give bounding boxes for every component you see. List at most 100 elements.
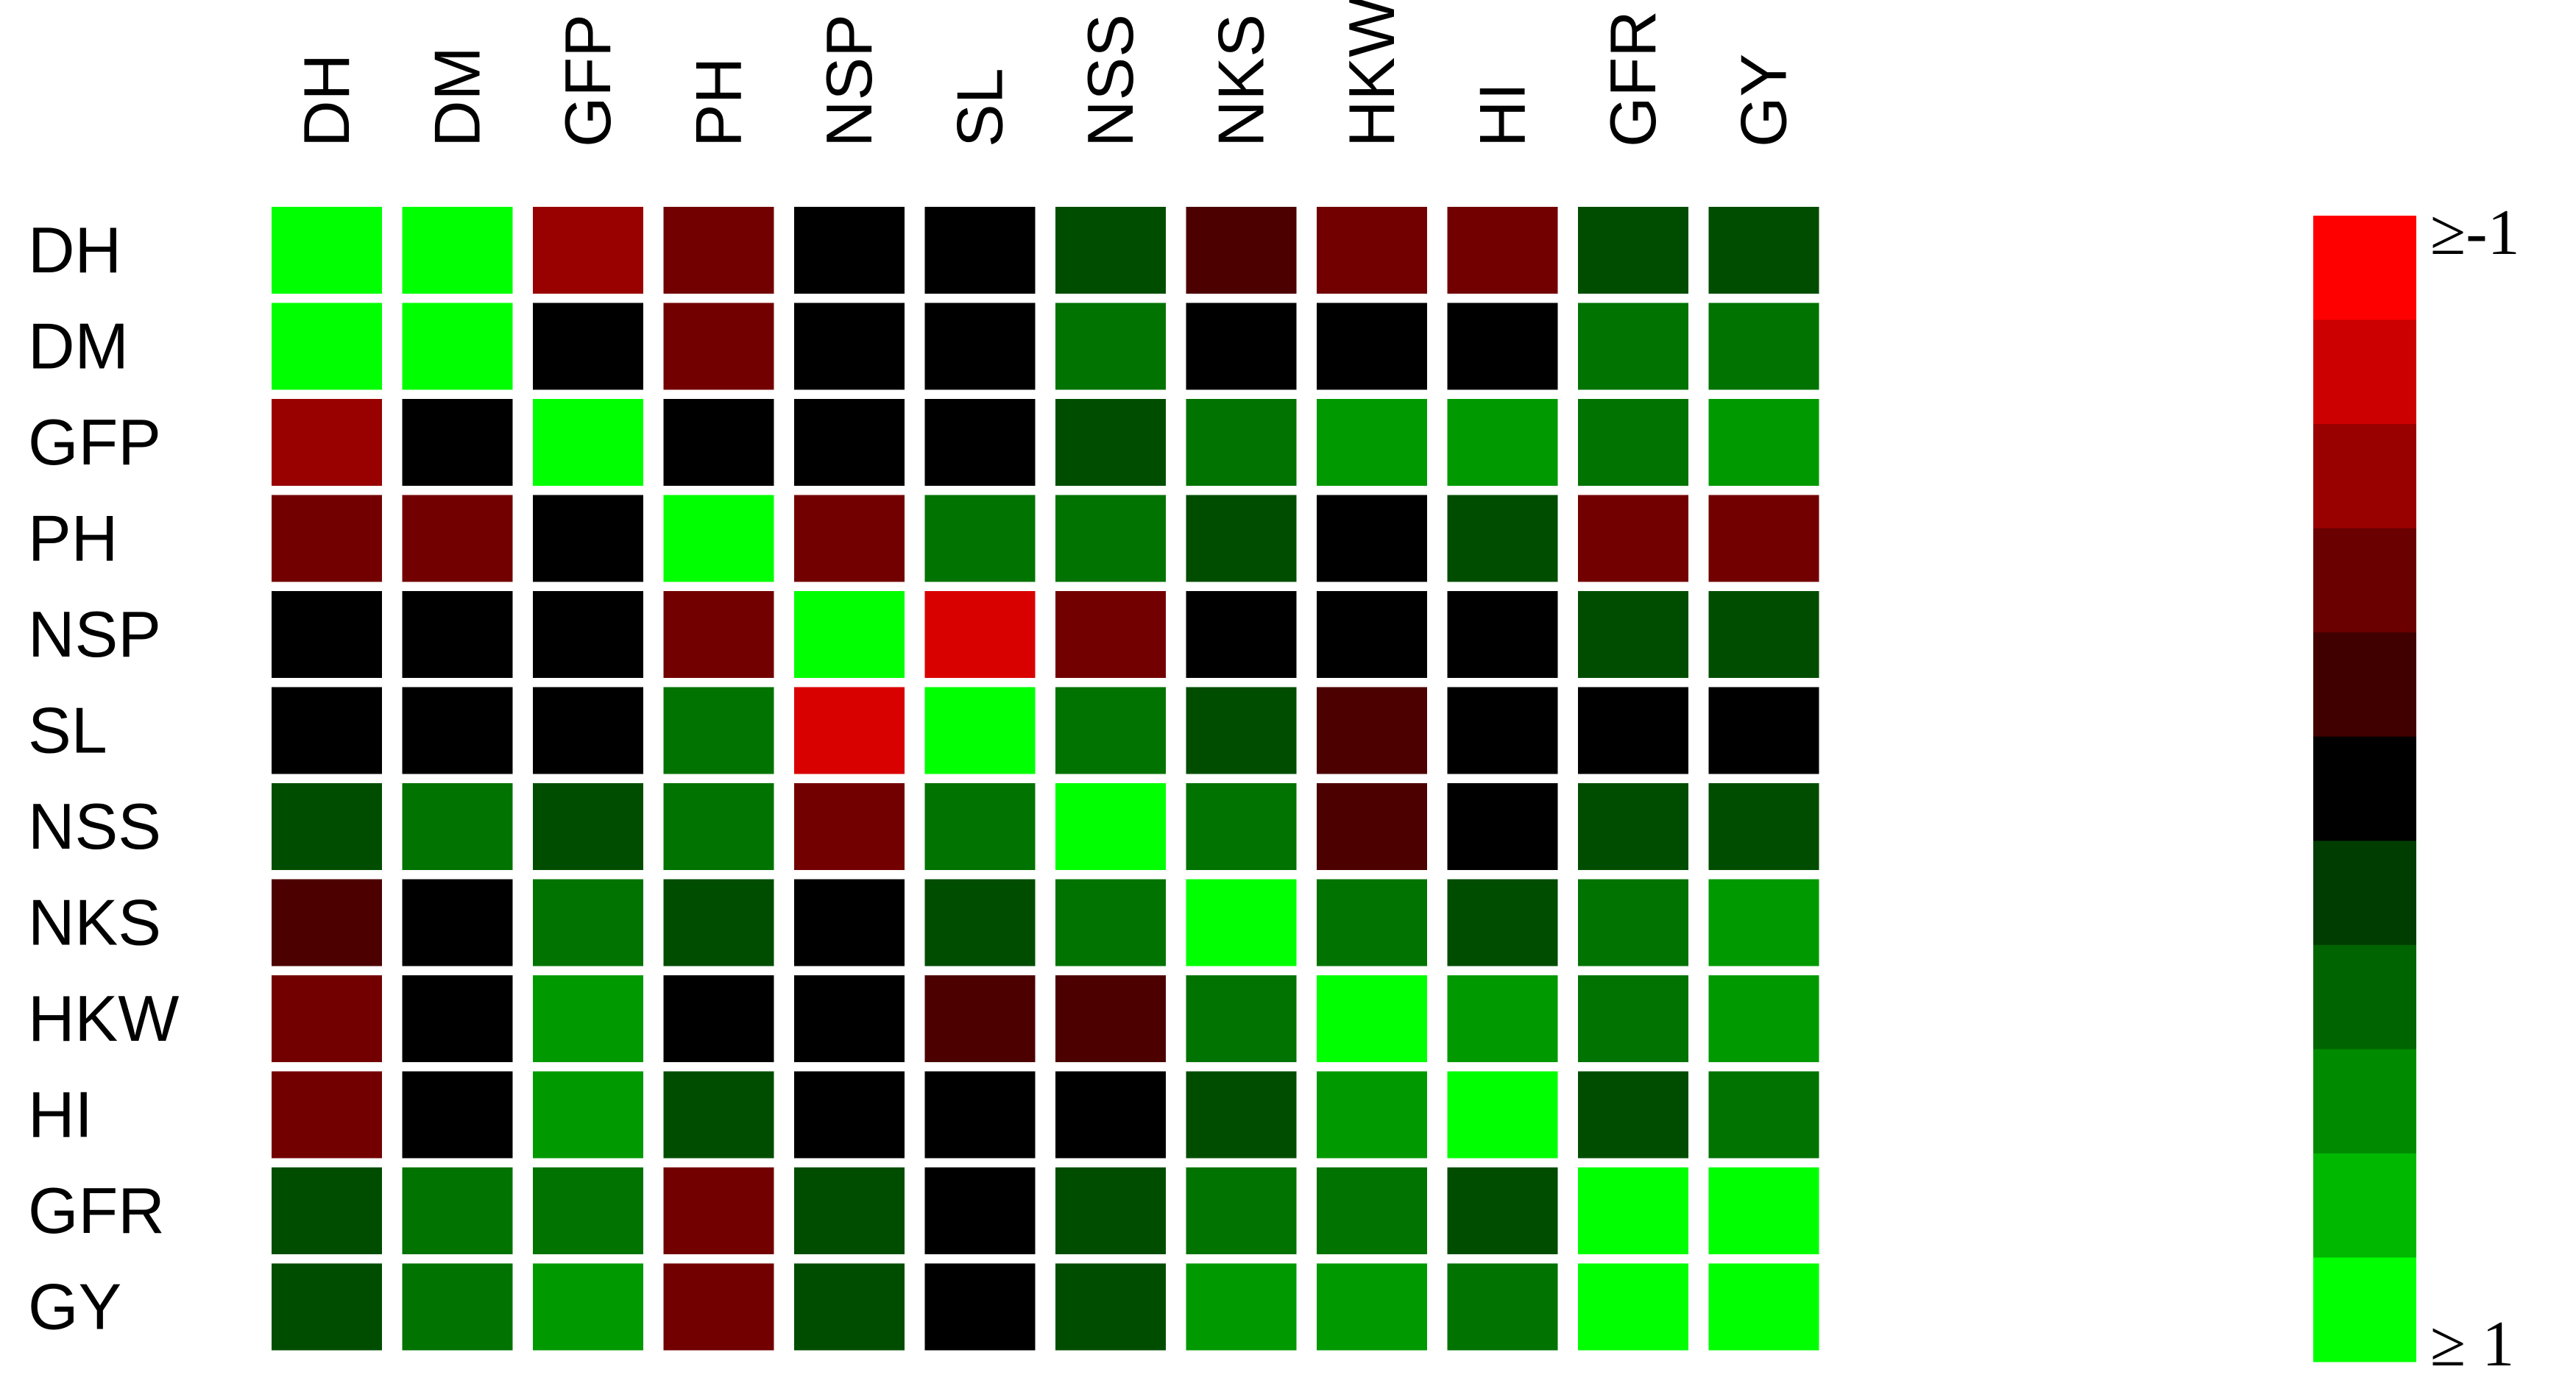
heatmap-cell-dh-hi: [1447, 207, 1558, 294]
column-label-nsp: NSP: [813, 14, 885, 147]
heatmap-cell-nsp-sl: [924, 591, 1036, 678]
colorbar-segment: [2313, 528, 2416, 633]
heatmap-cell-nsp-nsp: [794, 591, 905, 678]
colorbar-segment: [2313, 216, 2416, 321]
heatmap-cell-hi-nsp: [794, 1071, 905, 1159]
heatmap-cell-dh-gy: [1708, 207, 1819, 294]
heatmap-cell-gfp-hi: [1447, 399, 1558, 486]
heatmap-cell-hi-hkw: [1317, 1071, 1427, 1159]
heatmap-cell-hi-sl: [924, 1071, 1036, 1159]
column-label-hkw: HKW: [1335, 0, 1408, 147]
heatmap-cell-gfr-hi: [1447, 1167, 1558, 1254]
heatmap-cell-ph-nks: [1186, 495, 1297, 582]
heatmap-cell-gy-gy: [1708, 1263, 1819, 1351]
heatmap-cell-ph-hkw: [1317, 495, 1427, 582]
row-label-sl: SL: [28, 694, 107, 767]
heatmap-cell-gfp-nks: [1186, 399, 1297, 486]
heatmap-cell-dh-hkw: [1317, 207, 1427, 294]
heatmap-cell-sl-ph: [663, 687, 774, 774]
heatmap-cell-ph-gfr: [1578, 495, 1688, 582]
colorbar-segment: [2313, 319, 2416, 425]
heatmap-cell-dh-nsp: [794, 207, 905, 294]
heatmap-cell-gy-gfr: [1578, 1263, 1688, 1351]
column-label-gy: GY: [1727, 54, 1800, 147]
heatmap-cell-sl-sl: [924, 687, 1036, 774]
heatmap-cell-nks-dh: [272, 879, 382, 966]
heatmap-cell-gfp-ph: [663, 399, 774, 486]
colorbar-top-label: ≥-1: [2430, 197, 2520, 269]
heatmap-cell-dm-nss: [1055, 303, 1166, 390]
heatmap-cell-gfr-sl: [924, 1167, 1036, 1254]
heatmap-cell-dh-nks: [1186, 207, 1297, 294]
heatmap-cell-ph-hi: [1447, 495, 1558, 582]
heatmap-cell-hkw-nss: [1055, 975, 1166, 1062]
heatmap-cell-dm-dh: [272, 303, 382, 390]
heatmap-cell-nks-gy: [1708, 879, 1819, 966]
column-label-gfr: GFR: [1596, 10, 1669, 147]
column-label-ph: PH: [682, 57, 755, 147]
colorbar-segment: [2313, 944, 2416, 1050]
heatmap-cell-nks-dm: [402, 879, 513, 966]
heatmap-cell-gfp-hkw: [1317, 399, 1427, 486]
heatmap-cell-hkw-dm: [402, 975, 513, 1062]
heatmap-cell-sl-gfr: [1578, 687, 1688, 774]
heatmap-cell-gfr-dm: [402, 1167, 513, 1254]
column-label-gfp: GFP: [551, 14, 624, 147]
heatmap-cell-nsp-nks: [1186, 591, 1297, 678]
heatmap-cell-gfp-nss: [1055, 399, 1166, 486]
heatmap-cell-dm-ph: [663, 303, 774, 390]
heatmap-cell-hkw-hi: [1447, 975, 1558, 1062]
heatmap-cell-gfr-gfr: [1578, 1167, 1688, 1254]
heatmap-cell-sl-nks: [1186, 687, 1297, 774]
row-label-hi: HI: [28, 1078, 93, 1151]
heatmap-cell-dm-nks: [1186, 303, 1297, 390]
row-label-nks: NKS: [28, 886, 161, 959]
heatmap-cell-hi-nss: [1055, 1071, 1166, 1159]
heatmap-cell-sl-hi: [1447, 687, 1558, 774]
colorbar-segment: [2313, 632, 2416, 738]
heatmap-cell-nks-nks: [1186, 879, 1297, 966]
row-label-ph: PH: [28, 502, 118, 575]
heatmap-cell-hkw-ph: [663, 975, 774, 1062]
heatmap-cell-gfp-gy: [1708, 399, 1819, 486]
heatmap-cell-gfp-gfp: [533, 399, 643, 486]
heatmap-cell-nks-ph: [663, 879, 774, 966]
heatmap-cell-nsp-ph: [663, 591, 774, 678]
heatmap-cell-dm-dm: [402, 303, 513, 390]
heatmap-cell-dm-hi: [1447, 303, 1558, 390]
heatmap-cell-sl-hkw: [1317, 687, 1427, 774]
heatmap-cell-gy-ph: [663, 1263, 774, 1351]
column-label-nks: NKS: [1205, 14, 1278, 147]
heatmap-cell-dh-dm: [402, 207, 513, 294]
colorbar-segment: [2313, 1257, 2416, 1362]
heatmap-cell-hkw-gy: [1708, 975, 1819, 1062]
heatmap-cell-nss-sl: [924, 783, 1036, 870]
heatmap-cell-gfp-nsp: [794, 399, 905, 486]
row-label-nss: NSS: [28, 790, 161, 863]
column-labels: DH DM GFP PH NSP SL NSS NKS HKW HI GFR GY: [290, 0, 1800, 147]
heatmap-cell-ph-sl: [924, 495, 1036, 582]
column-label-sl: SL: [944, 68, 1016, 147]
heatmap-cell-ph-ph: [663, 495, 774, 582]
heatmap-cell-gy-nss: [1055, 1263, 1166, 1351]
heatmap-cell-gfr-gfp: [533, 1167, 643, 1254]
heatmap-cell-nss-hkw: [1317, 783, 1427, 870]
row-label-gy: GY: [28, 1270, 121, 1343]
heatmap-cell-dm-hkw: [1317, 303, 1427, 390]
heatmap-cell-nks-hi: [1447, 879, 1558, 966]
heatmap-cell-sl-gy: [1708, 687, 1819, 774]
heatmap-cell-gfr-hkw: [1317, 1167, 1427, 1254]
heatmap-cell-gy-sl: [924, 1263, 1036, 1351]
heatmap-cell-dh-dh: [272, 207, 382, 294]
heatmap-cell-gfr-ph: [663, 1167, 774, 1254]
heatmap-cell-gfr-gy: [1708, 1167, 1819, 1254]
column-label-dm: DM: [421, 46, 494, 147]
heatmap-cell-hkw-sl: [924, 975, 1036, 1062]
heatmap-cell-hi-gy: [1708, 1071, 1819, 1159]
heatmap-cell-dm-gfr: [1578, 303, 1688, 390]
heatmap-cell-ph-gy: [1708, 495, 1819, 582]
column-label-dh: DH: [290, 54, 363, 147]
heatmap-cell-nss-hi: [1447, 783, 1558, 870]
heatmap-cell-sl-dm: [402, 687, 513, 774]
heatmap-cell-sl-nsp: [794, 687, 905, 774]
